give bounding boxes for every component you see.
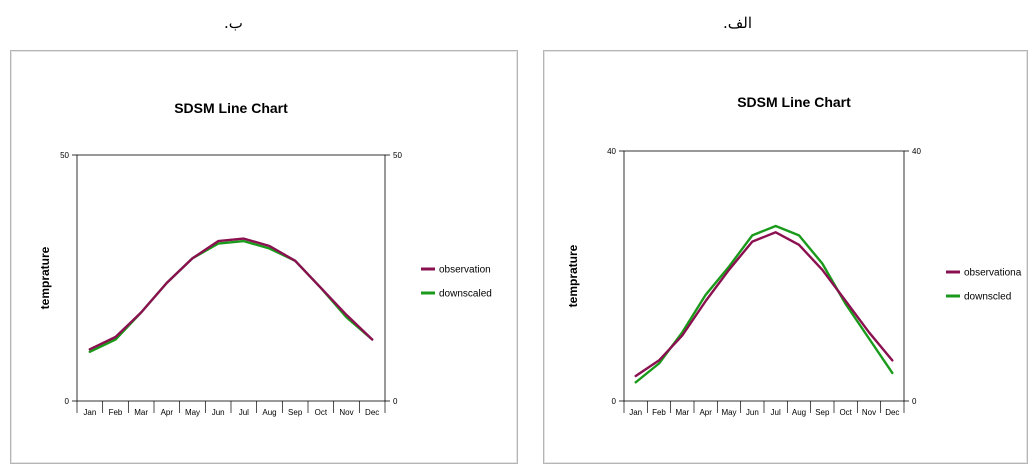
legend-label: downscaled [439, 289, 492, 300]
y-tick-label-right: 0 [393, 397, 398, 406]
x-tick-label: Dec [365, 408, 379, 417]
line-chart-left: SDSM Line Chart 50 50 0 0 Jan Feb Mar Apr May Jun J… [38, 100, 492, 417]
x-tick-label: Sep [288, 408, 303, 417]
chart-title-right: SDSM Line Chart [737, 94, 851, 110]
x-tick-label: Jul [239, 408, 249, 417]
legend-label: observationa [964, 268, 1022, 279]
plot-area-right [623, 150, 905, 402]
chart-title-left: SDSM Line Chart [174, 100, 288, 116]
x-tick-label: Jun [746, 408, 759, 417]
panel-caption-left: ب. [224, 14, 243, 32]
x-tick-label: Sep [815, 408, 830, 417]
x-tick-label: Aug [262, 408, 276, 417]
x-tick-label: Jan [83, 408, 96, 417]
x-tick-label: Dec [885, 408, 899, 417]
y-tick-label-right: 50 [393, 151, 402, 160]
series-line-observation [634, 231, 894, 378]
x-tick-label: Oct [839, 408, 852, 417]
x-tick-label: Nov [339, 408, 353, 417]
plot-area-left [76, 154, 386, 402]
y-tick-label-right: 40 [912, 147, 921, 156]
y-tick-label-right: 0 [912, 397, 917, 406]
x-tick-label: Feb [109, 408, 123, 417]
y-axis-title-left: temprature [38, 246, 52, 309]
chart-frame-right: SDSM Line Chart 40 40 0 0 Jan Feb Mar Apr May Jun J… [543, 50, 1028, 464]
x-tick-label: May [721, 408, 736, 417]
y-tick-label-left: 50 [60, 151, 69, 160]
y-tick-label-left: 0 [612, 397, 617, 406]
panel-caption-right: الف. [723, 14, 753, 32]
x-tick-label: Mar [134, 408, 148, 417]
chart-frame-left: SDSM Line Chart 50 50 0 0 Jan Feb Mar Apr May Jun J… [10, 50, 518, 464]
x-tick-label: Oct [315, 408, 328, 417]
x-tick-label: Jan [629, 408, 642, 417]
x-tick-label: Mar [675, 408, 689, 417]
x-tick-label: Jun [212, 408, 225, 417]
x-tick-label: May [185, 408, 200, 417]
x-tick-label: Jul [771, 408, 781, 417]
line-chart-right: SDSM Line Chart 40 40 0 0 Jan Feb Mar Apr May Jun J… [566, 94, 1022, 417]
y-tick-label-left: 40 [607, 147, 616, 156]
x-tick-label: Feb [652, 408, 666, 417]
y-axis-title-right: temprature [566, 244, 580, 307]
series-line-observation [88, 237, 374, 351]
series-line-downscaled [634, 224, 894, 384]
y-tick-label-left: 0 [65, 397, 70, 406]
x-tick-label: Aug [792, 408, 806, 417]
x-tick-label: Apr [699, 408, 712, 417]
x-tick-label: Nov [862, 408, 876, 417]
x-tick-label: Apr [161, 408, 174, 417]
legend-label: observation [439, 265, 491, 276]
legend-label: downscled [964, 292, 1011, 303]
